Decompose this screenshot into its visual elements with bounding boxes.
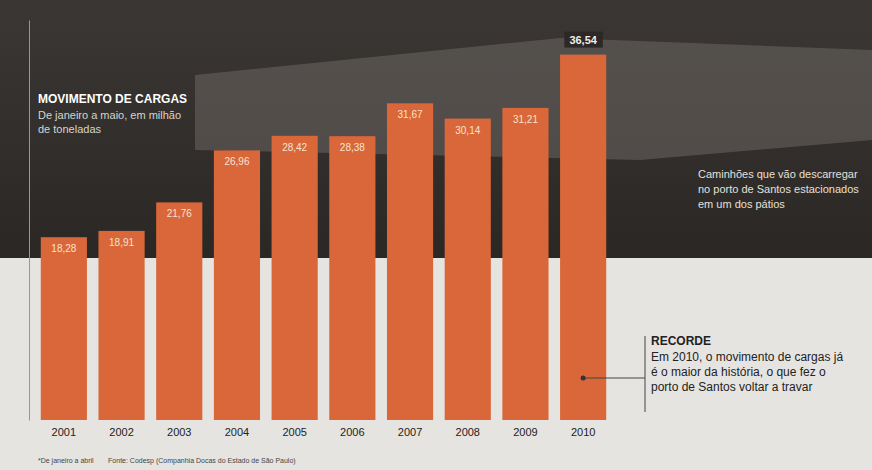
x-tick: 2002 — [109, 420, 133, 438]
x-tick: 2009 — [513, 420, 537, 438]
annotation-title: RECORDE — [651, 334, 711, 348]
text-line: Caminhões que vão descarregar — [698, 168, 858, 180]
x-tick: 2007 — [398, 420, 422, 438]
text-line: é o maior da história, o que fez o — [651, 365, 826, 379]
leader-line — [583, 378, 645, 379]
text-line: De janeiro a maio, em milhão — [38, 109, 181, 121]
data-label: 18,91 — [109, 237, 134, 248]
leader-dot — [581, 376, 586, 381]
data-labels: 18,28 18,91 21,76 26,96 28,42 28,38 31,67 30,14… — [51, 32, 602, 255]
x-tick-label: 2001 — [52, 426, 76, 438]
chart: 18,28 18,91 21,76 26,96 28,42 28,38 31,67 30,14… — [0, 0, 872, 470]
x-tick: 2006 — [340, 420, 364, 438]
background-photo — [0, 0, 872, 258]
data-label: 30,14 — [455, 125, 480, 136]
data-label: 31,67 — [398, 109, 423, 120]
subtitle: De janeiro a maio, em milhão de toneladas — [38, 109, 181, 135]
x-tick-label: 2007 — [398, 426, 422, 438]
data-label: 28,38 — [340, 142, 365, 153]
bar — [387, 103, 433, 420]
x-tick: 2003 — [167, 420, 191, 438]
text-line: de toneladas — [38, 123, 101, 135]
x-tick-label: 2003 — [167, 426, 191, 438]
bar — [98, 231, 144, 420]
bar — [445, 119, 491, 420]
x-axis: 2001 2002 2003 2004 2005 2006 2007 2008 2009 2010 — [52, 420, 596, 438]
x-tick-label: 2004 — [225, 426, 249, 438]
x-tick-label: 2010 — [571, 426, 595, 438]
data-label: 26,96 — [224, 156, 249, 167]
bar — [272, 136, 318, 420]
text-line: Em 2010, o movimento de cargas já — [651, 350, 843, 364]
bar — [156, 202, 202, 420]
x-tick-label: 2002 — [109, 426, 133, 438]
text-line: porto de Santos voltar a travar — [651, 380, 812, 394]
y-axis — [29, 21, 30, 421]
text-line: no porto de Santos estacionados — [698, 183, 859, 195]
source: Fonte: Codesp (Companhia Docas do Estado… — [108, 457, 296, 465]
x-tick: 2010 — [571, 420, 595, 438]
bar — [41, 237, 87, 420]
x-tick: 2005 — [282, 420, 306, 438]
x-tick-label: 2009 — [513, 426, 537, 438]
text-line: em um dos pátios — [698, 198, 785, 210]
x-tick-label: 2006 — [340, 426, 364, 438]
data-label: 36,54 — [569, 34, 597, 46]
bar — [560, 55, 606, 420]
x-tick: 2001 — [52, 420, 76, 438]
bar — [502, 108, 548, 420]
bar — [329, 136, 375, 420]
title: MOVIMENTO DE CARGAS — [38, 92, 187, 106]
footnote: *De janeiro a abril — [38, 457, 94, 465]
y-axis-line — [29, 21, 30, 421]
annotation-rule — [645, 336, 646, 412]
data-label-box — [564, 32, 602, 48]
annotation-text: Em 2010, o movimento de cargas jáé o mai… — [651, 350, 843, 394]
data-label: 31,21 — [513, 114, 538, 125]
x-tick: 2008 — [456, 420, 480, 438]
x-tick-label: 2008 — [456, 426, 480, 438]
data-label: 21,76 — [167, 208, 192, 219]
data-label: 18,28 — [51, 243, 76, 254]
data-label: 28,42 — [282, 142, 307, 153]
photo-caption: Caminhões que vão descarregar no porto de… — [698, 168, 859, 210]
x-tick: 2004 — [225, 420, 249, 438]
x-tick-label: 2005 — [282, 426, 306, 438]
bar — [214, 150, 260, 420]
